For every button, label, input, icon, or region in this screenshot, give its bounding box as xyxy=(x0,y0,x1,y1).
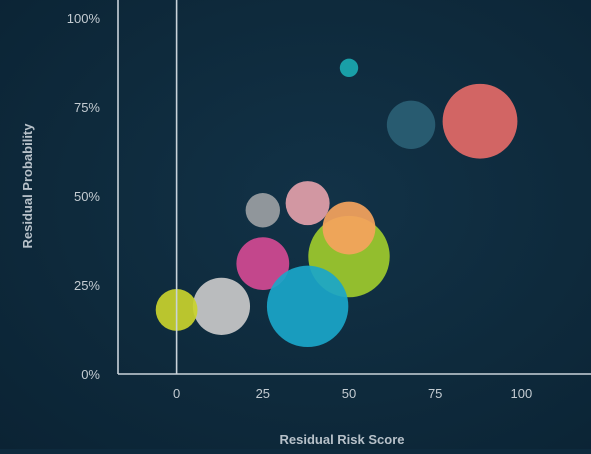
y-axis-title: Residual Probability xyxy=(20,123,35,249)
axes-layer xyxy=(117,0,591,375)
y-tick-label: 100% xyxy=(67,11,101,26)
x-tick-label: 25 xyxy=(256,386,270,401)
bubble-point[interactable] xyxy=(236,237,290,291)
x-tick-label: 100 xyxy=(511,386,533,401)
x-tick-label: 75 xyxy=(428,386,442,401)
x-tick-label: 0 xyxy=(173,386,180,401)
bubble-point[interactable] xyxy=(322,201,376,255)
bubble-point[interactable] xyxy=(339,58,359,78)
y-tick-label: 0% xyxy=(81,367,100,382)
y-tick-label: 50% xyxy=(74,189,100,204)
bubble-point[interactable] xyxy=(266,265,349,348)
bubbles-layer xyxy=(155,58,518,348)
bubble-point[interactable] xyxy=(386,100,436,149)
ticks-layer: 0 25 50 75 100 0% 25% 50% 75% 100% xyxy=(67,11,532,401)
x-axis-title: Residual Risk Score xyxy=(280,432,405,447)
bubble-point[interactable] xyxy=(442,83,518,159)
y-tick-label: 75% xyxy=(74,100,100,115)
bubble-point[interactable] xyxy=(245,193,281,228)
x-tick-label: 50 xyxy=(342,386,356,401)
y-tick-label: 25% xyxy=(74,278,100,293)
bubble-point[interactable] xyxy=(285,181,330,226)
bubble-point[interactable] xyxy=(192,277,251,335)
